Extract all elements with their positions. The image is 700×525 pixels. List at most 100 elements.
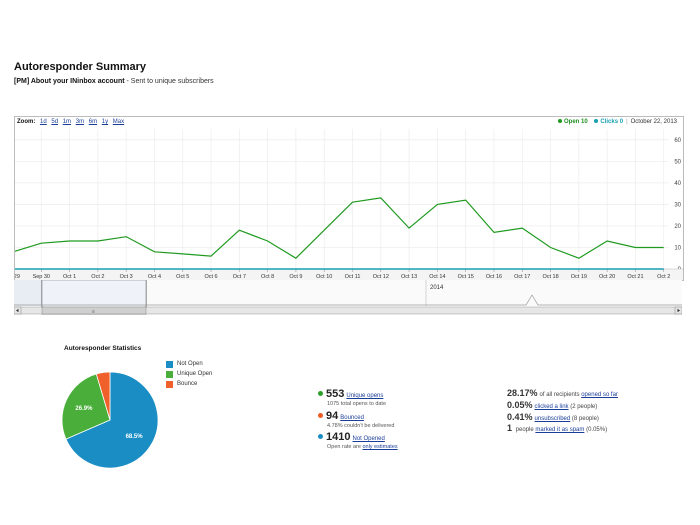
open-rate-note: Open rate are only estimates [327,444,398,450]
rate-clicked: 0.05% clicked a link (2 people) [507,400,597,410]
x-tick-label-4: Oct 3 [120,274,133,280]
zoom-1m[interactable]: 1m [62,119,72,125]
legend-date: October 22, 2013 [630,119,677,125]
x-tick-label-18: Oct 17 [514,274,530,280]
pie-legend-unique-open[interactable]: Unique Open [166,369,212,379]
x-tick-label-15: Oct 14 [429,274,445,280]
not-opened-dot-icon [318,434,323,439]
stat-unique-opens: 553 Unique opens 1075 total opens to date [318,388,386,407]
x-tick-label-17: Oct 16 [486,274,502,280]
bounced-link[interactable]: Bounced [340,415,364,421]
legend-separator: | [626,119,628,125]
x-tick-label-13: Oct 12 [373,274,389,280]
x-axis-band [15,269,683,280]
opened-rate-value: 28.17% [507,388,538,398]
unique-open-swatch-icon [166,370,173,378]
unsubscribed-link[interactable]: unsubscribed [534,416,571,422]
x-tick-label-6: Oct 5 [176,274,189,280]
x-tick-label-7: Oct 6 [204,274,217,280]
x-tick-label-20: Oct 19 [571,274,587,280]
bounced-dot-icon [318,413,323,418]
opened-so-far-link[interactable]: opened so far [581,392,618,398]
stats-title: Autoresponder Statistics [64,345,142,352]
navigator-scrollbar-thumb[interactable] [41,306,147,315]
navigator-selection-left-mask [14,280,42,306]
stat-not-opened: 1410 Not Opened Open rate are only estima… [318,431,398,450]
navigator-scrollbar-track[interactable] [14,306,682,315]
spam-rate-text: (0.05%) [584,427,608,433]
not-open-swatch-icon [166,360,173,368]
not-opened-count: 1410 [326,431,351,443]
pie-legend-unique-open-label: Unique Open [177,371,213,377]
legend-open[interactable]: Open 10 [564,119,588,125]
pie-slice-bounce[interactable] [95,371,111,421]
zoom-6m[interactable]: 6m [88,119,98,125]
chart-legend: Open 10 Clicks 0 | October 22, 2013 [558,119,677,125]
pie-chart-svg: 68.5% 26.9% [61,371,159,469]
clicks-legend-dot-icon [594,119,599,124]
total-opens-text: 1075 total opens to date [327,401,387,407]
clicked-a-link-link[interactable]: clicked a link [534,404,569,410]
x-tick-label-16: Oct 15 [458,274,474,280]
y-tick-label-3: 30 [674,202,681,208]
rate-unsubscribed: 0.41% unsubscribed (8 people) [507,412,599,422]
navigator-selection-fill [42,280,146,306]
bounced-count: 94 [326,410,339,422]
x-tick-label-3: Oct 2 [91,274,104,280]
x-tick-label-23: Oct 2 [657,274,670,280]
not-opened-link[interactable]: Not Opened [352,436,385,442]
chart-navigator[interactable]: 2014 ≡ [14,280,682,315]
zoom-bar: Zoom: 1d 5d 1m 3m 6m 1y Max [17,119,124,125]
pie-slice-unique-open[interactable] [61,373,111,440]
navigator-year-label: 2014 [430,285,444,291]
clicked-count-text: (2 people) [568,404,598,410]
page-title: Autoresponder Summary [14,61,147,73]
opens-dot-icon [318,391,323,396]
x-tick-label-21: Oct 20 [599,274,615,280]
legend-clicks[interactable]: Clicks 0 [594,119,623,125]
zoom-1d[interactable]: 1d [40,119,47,125]
y-tick-label-6: 60 [674,138,681,144]
zoom-5d[interactable]: 5d [51,119,59,125]
zoom-1y[interactable]: 1y [101,119,109,125]
pie-legend-not-open[interactable]: Not Open [166,359,212,369]
pie-legend: Not Open Unique Open Bounce [166,359,212,389]
x-tick-label-0: ep 29 [15,274,20,280]
unsubscribed-count-text: (8 people) [570,416,599,422]
bounce-swatch-icon [166,380,173,388]
spam-people-text: people [514,427,536,433]
campaign-subtitle: [PM] About your INinbox account - Sent t… [14,78,214,85]
open-rate-note-text: Open rate are [327,444,363,450]
x-tick-label-19: Oct 18 [542,274,558,280]
open-legend-dot-icon [558,119,563,124]
bounced-rate-text: 4.78% couldn't be delivered [327,423,395,429]
stat-bounced: 94 Bounced 4.78% couldn't be delivered [318,410,394,429]
only-estimates-link[interactable]: only estimates [362,444,398,450]
x-tick-label-12: Oct 11 [345,274,361,280]
pie-slice-not-open[interactable] [65,371,159,469]
spam-count-value: 1 [507,423,513,433]
y-tick-label-4: 40 [674,181,681,187]
y-tick-label-2: 20 [674,224,681,230]
rate-spam: 1 people marked it as spam (0.05%) [507,423,607,433]
navigator-svg: 2014 ≡ [14,280,682,315]
pie-label-unique-open: 26.9% [75,406,93,412]
clicked-rate-value: 0.05% [507,400,533,410]
marked-as-spam-link[interactable]: marked it as spam [535,427,585,433]
x-tick-label-1: Sep 30 [33,274,50,280]
unique-opens-link[interactable]: Unique opens [346,393,384,399]
pie-legend-bounce[interactable]: Bounce [166,379,212,389]
pie-legend-not-open-label: Not Open [177,361,203,367]
opened-rate-text: of all recipients [539,392,582,398]
scroll-right-arrow-icon [677,308,680,313]
unsubscribed-rate-value: 0.41% [507,412,533,422]
campaign-audience: - Sent to unique subscribers [124,78,214,85]
zoom-max[interactable]: Max [112,119,125,125]
pie-label-not-open: 68.5% [126,434,144,440]
zoom-label: Zoom: [17,119,36,125]
y-tick-label-1: 10 [674,245,681,251]
x-tick-label-14: Oct 13 [401,274,417,280]
zoom-3m[interactable]: 3m [75,119,85,125]
